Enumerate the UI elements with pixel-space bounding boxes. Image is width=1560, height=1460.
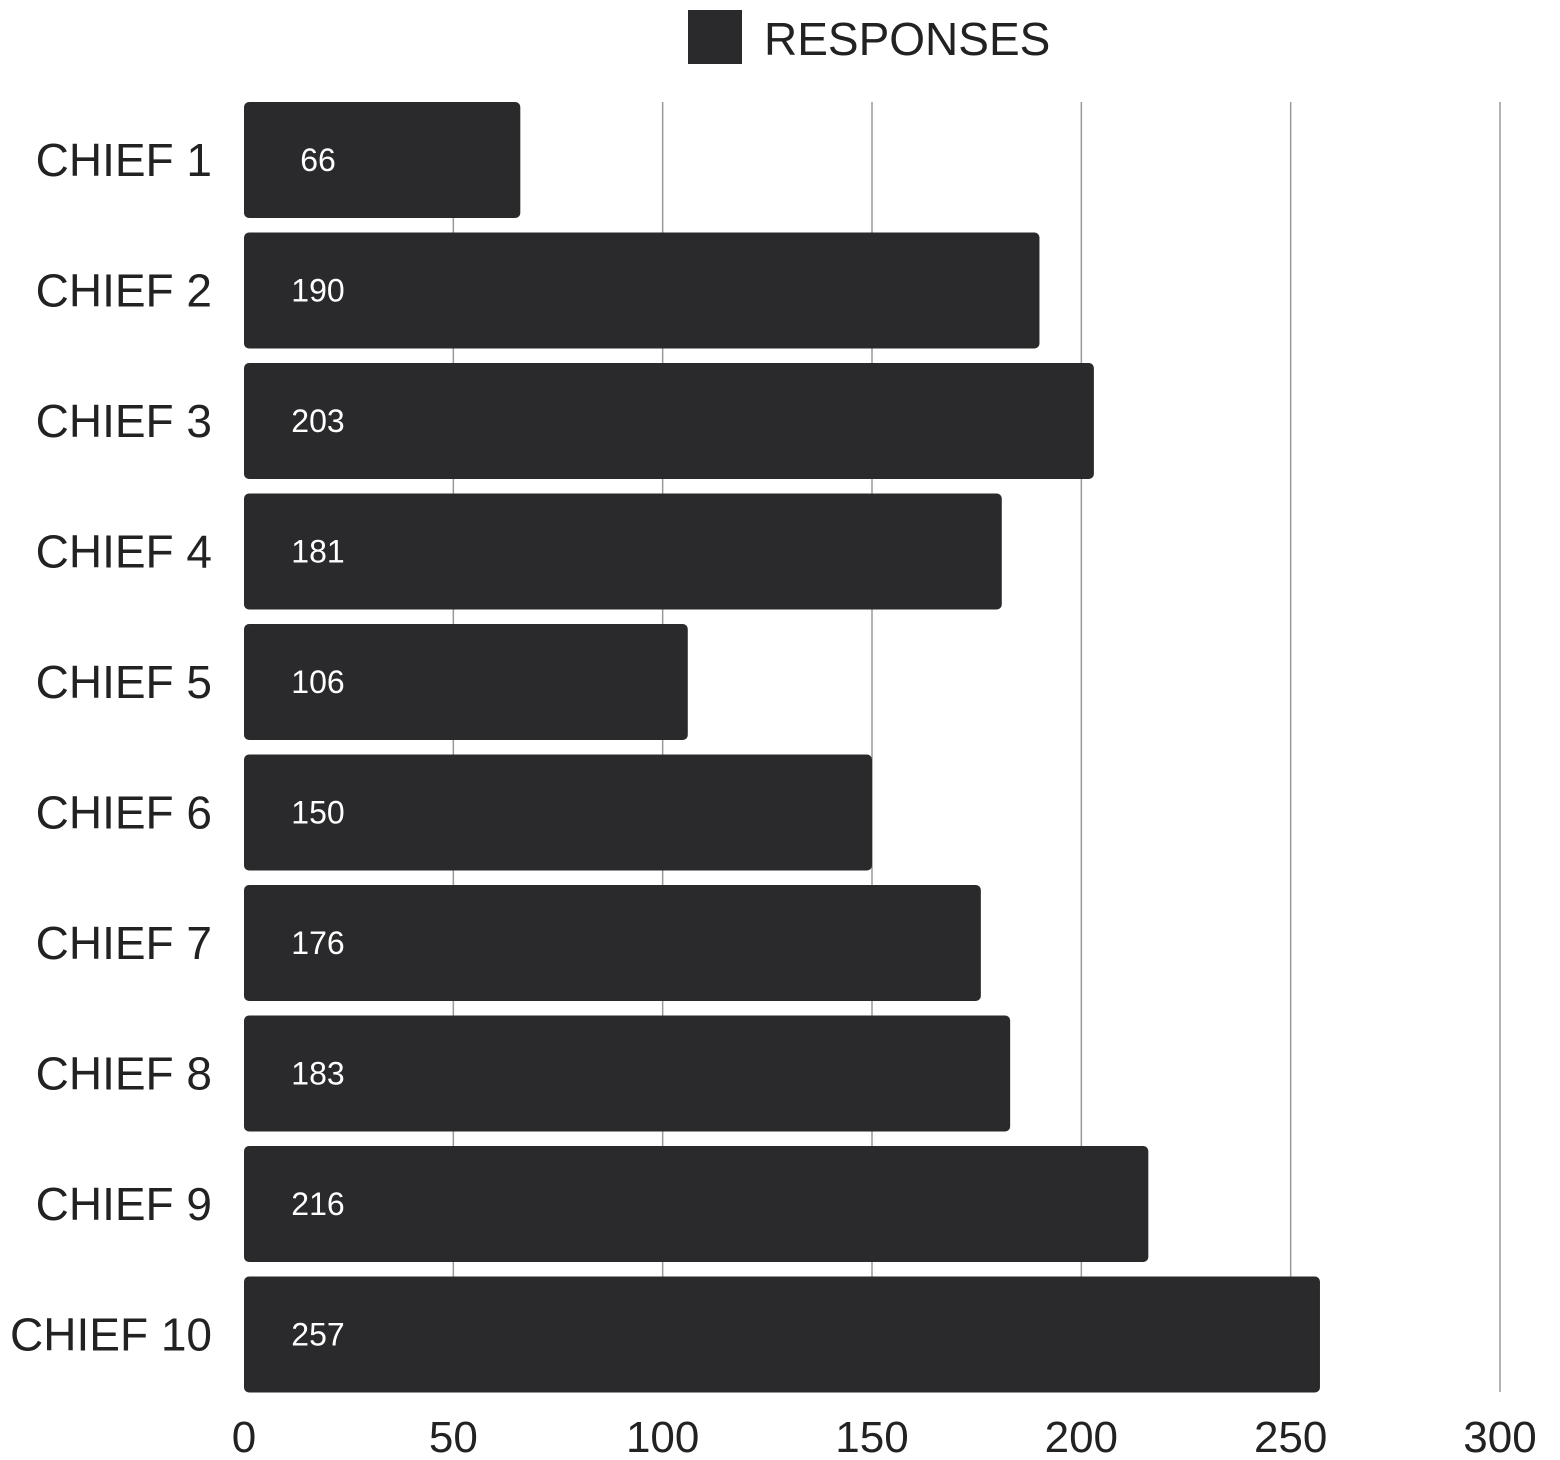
data-label-7: 176 bbox=[291, 925, 344, 961]
bar-1 bbox=[244, 102, 521, 218]
bars: 66 190 203 181 106 150 176 183 216 257 bbox=[244, 102, 1320, 1393]
bar-6 bbox=[244, 754, 872, 871]
bar-8 bbox=[244, 1015, 1011, 1132]
category-label-8: CHIEF 8 bbox=[36, 1048, 212, 1100]
category-label-4: CHIEF 4 bbox=[36, 526, 212, 578]
data-label-10: 257 bbox=[291, 1317, 344, 1353]
data-label-6: 150 bbox=[291, 795, 344, 831]
data-label-3: 203 bbox=[291, 403, 344, 439]
legend: RESPONSES bbox=[688, 10, 1050, 65]
x-tick-label-200: 200 bbox=[1045, 1413, 1118, 1460]
category-label-3: CHIEF 3 bbox=[36, 395, 212, 447]
category-label-6: CHIEF 6 bbox=[36, 787, 212, 839]
data-label-1: 66 bbox=[300, 142, 336, 178]
category-labels: CHIEF 1 CHIEF 2 CHIEF 3 CHIEF 4 CHIEF 5 CHIEF… bbox=[10, 134, 212, 1361]
data-label-8: 183 bbox=[291, 1056, 344, 1092]
category-label-5: CHIEF 5 bbox=[36, 656, 212, 708]
data-label-9: 216 bbox=[291, 1186, 344, 1222]
data-label-4: 181 bbox=[291, 534, 344, 570]
bar-9 bbox=[244, 1146, 1149, 1262]
bar-5 bbox=[244, 624, 688, 740]
bar-7 bbox=[244, 885, 981, 1001]
legend-label: RESPONSES bbox=[764, 13, 1050, 65]
x-tick-label-300: 300 bbox=[1463, 1413, 1536, 1460]
bar-2 bbox=[244, 232, 1040, 349]
legend-swatch bbox=[688, 10, 742, 64]
x-tick-label-250: 250 bbox=[1254, 1413, 1327, 1460]
bar-4 bbox=[244, 493, 1002, 610]
category-label-2: CHIEF 2 bbox=[36, 265, 212, 317]
x-tick-label-100: 100 bbox=[626, 1413, 699, 1460]
category-label-7: CHIEF 7 bbox=[36, 917, 212, 969]
data-label-5: 106 bbox=[291, 664, 344, 700]
x-axis-tick-labels: 0 50 100 150 200 250 300 bbox=[232, 1413, 1537, 1460]
data-label-2: 190 bbox=[291, 273, 344, 309]
category-label-10: CHIEF 10 bbox=[10, 1309, 212, 1361]
x-tick-label-0: 0 bbox=[232, 1413, 256, 1460]
bar-3 bbox=[244, 363, 1094, 479]
x-tick-label-50: 50 bbox=[429, 1413, 478, 1460]
category-label-9: CHIEF 9 bbox=[36, 1178, 212, 1230]
bar-10 bbox=[244, 1276, 1320, 1393]
category-label-1: CHIEF 1 bbox=[36, 134, 212, 186]
x-tick-label-150: 150 bbox=[835, 1413, 908, 1460]
